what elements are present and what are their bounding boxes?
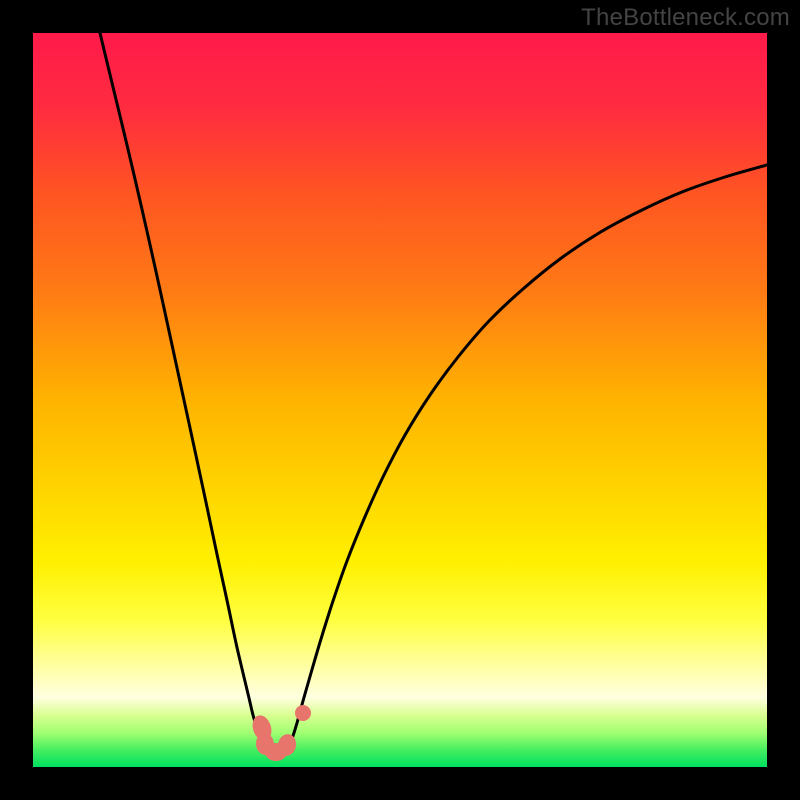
marker-dot <box>295 705 311 721</box>
plot-area <box>33 33 767 767</box>
bottleneck-chart <box>0 0 800 800</box>
watermark-text: TheBottleneck.com <box>581 4 790 32</box>
chart-container: TheBottleneck.com <box>0 0 800 800</box>
